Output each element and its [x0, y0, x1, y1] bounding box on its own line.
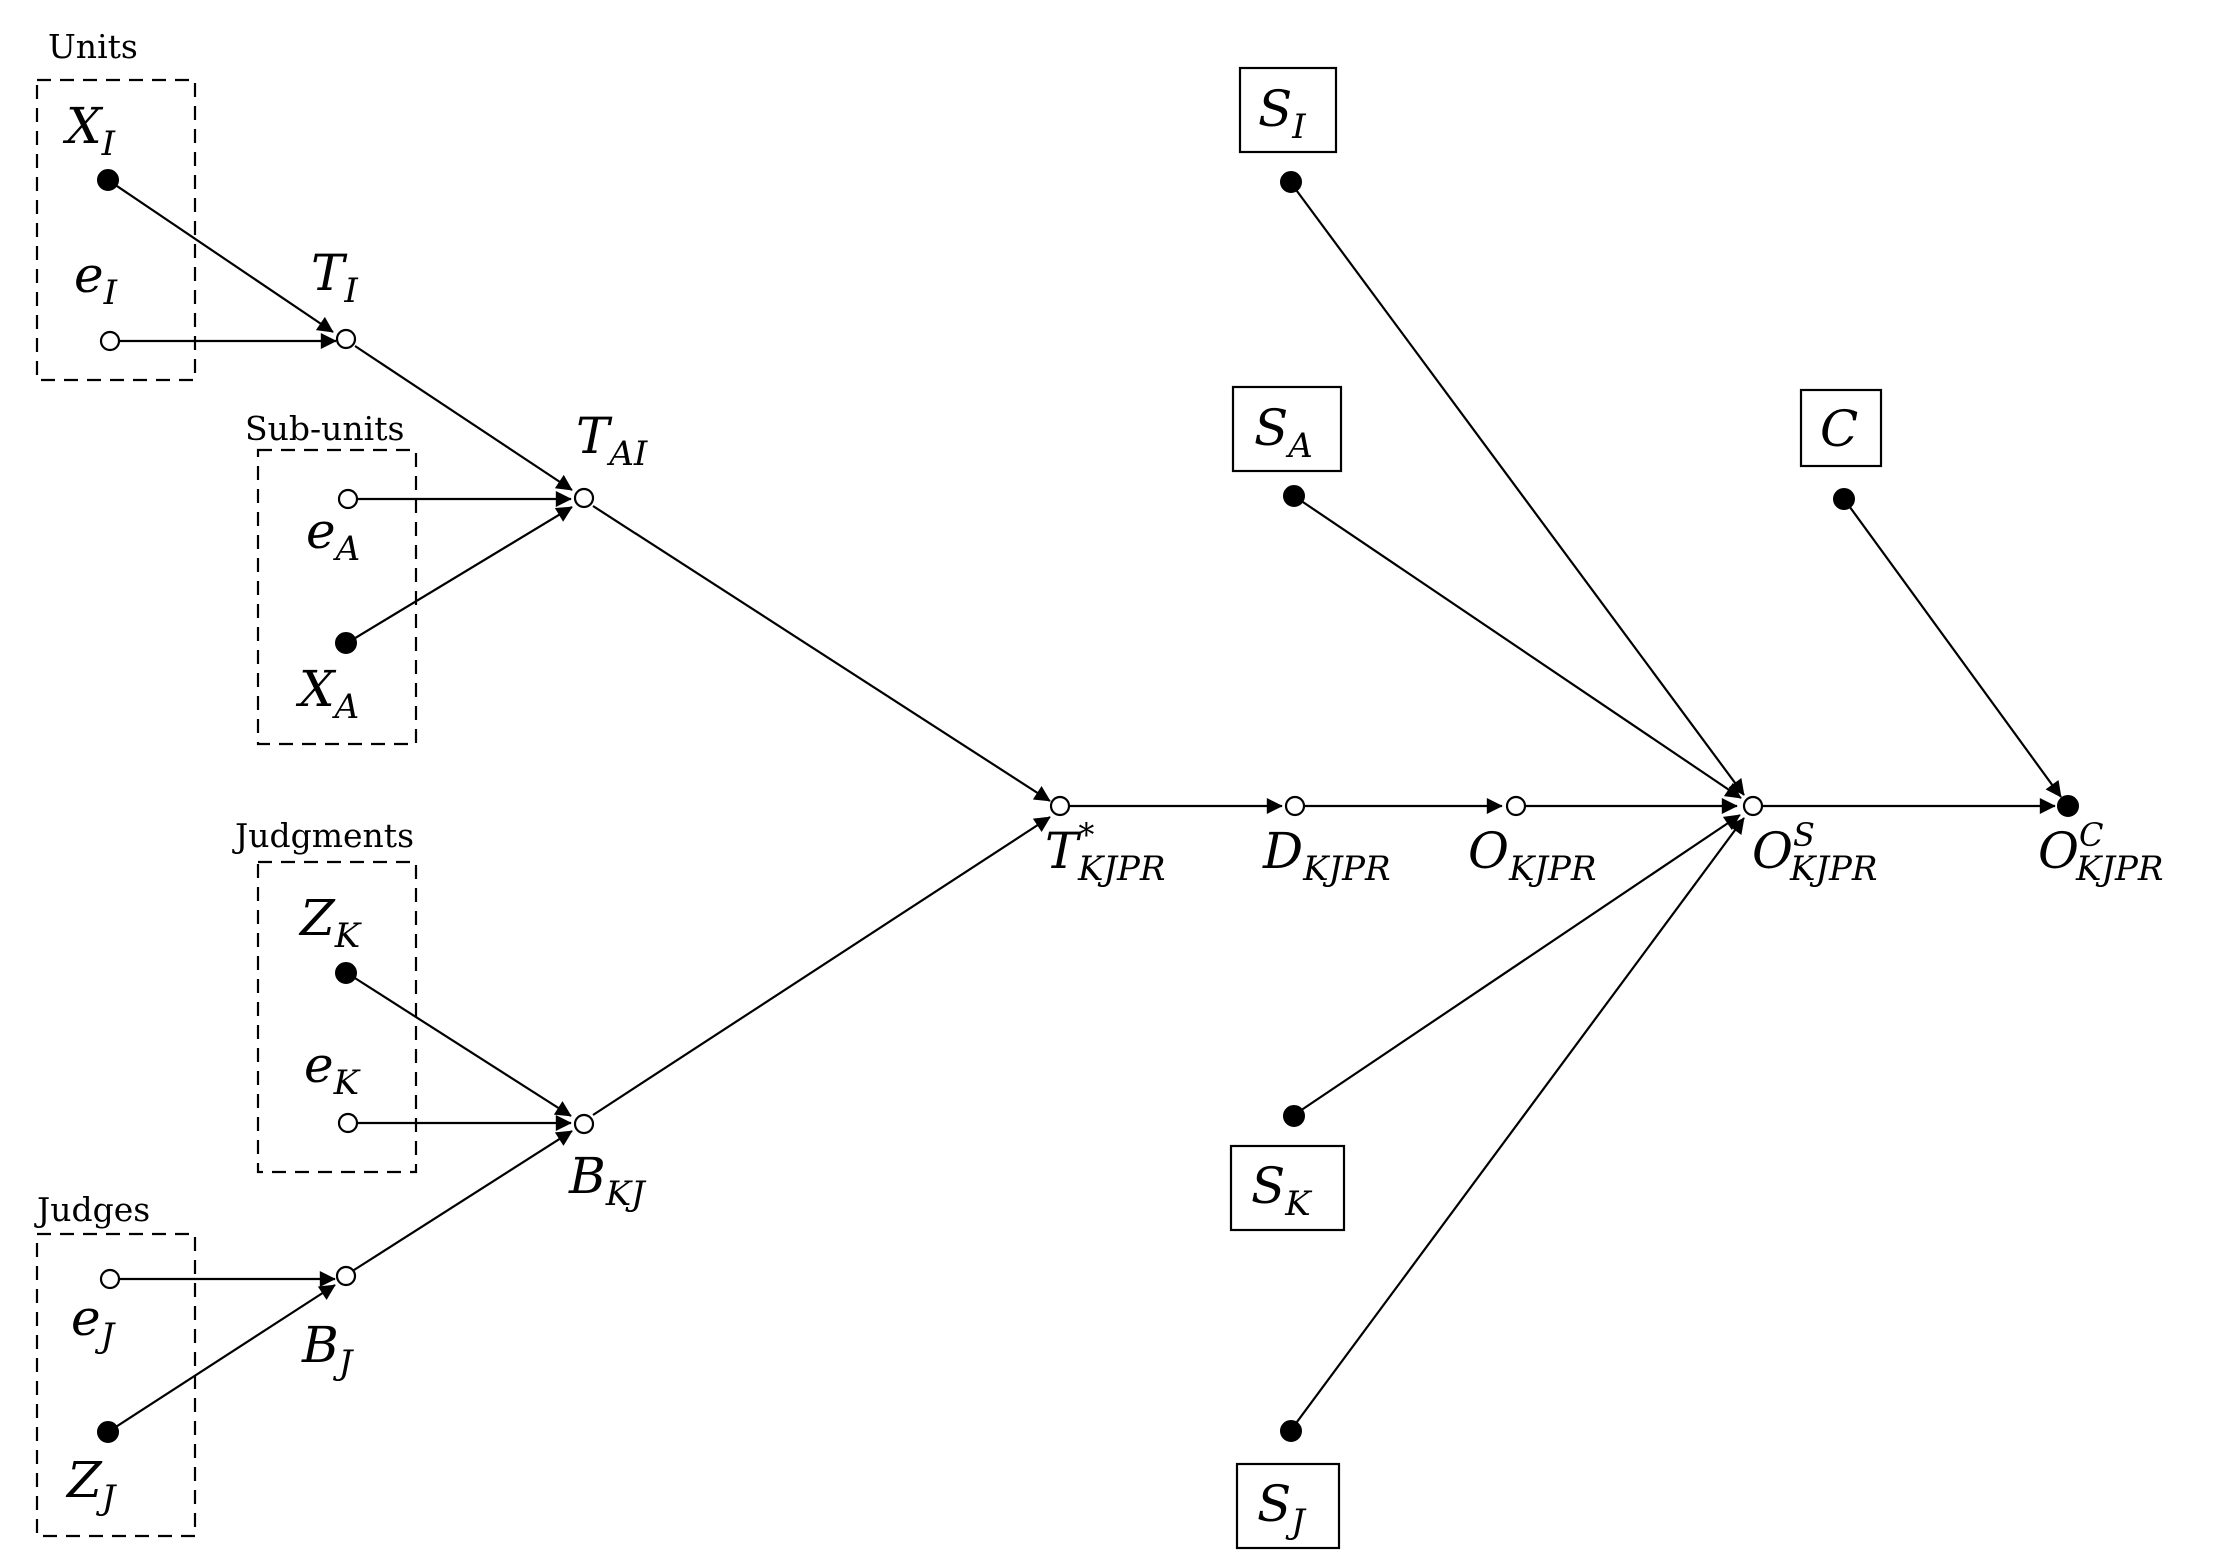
judges-box	[35, 1232, 197, 1538]
node-Tstar	[1049, 795, 1071, 817]
edge-BKJ-Tstar	[592, 816, 1051, 1116]
label-O: OKJPR	[1468, 822, 1597, 889]
node-C	[1833, 488, 1855, 510]
label-BKJ: BKJ	[568, 1147, 647, 1214]
units-box	[35, 78, 197, 382]
edge-XA-TAI	[346, 506, 573, 644]
edges	[107, 179, 2062, 1433]
group-judges: Judges	[34, 1190, 197, 1538]
judges-title: Judges	[34, 1190, 150, 1229]
C-box	[1799, 388, 1883, 468]
nodes	[97, 169, 2079, 1443]
node-eI	[99, 330, 121, 352]
edge-SK-OS	[1293, 814, 1741, 1116]
label-XA: XA	[295, 660, 359, 727]
label-ZJ: ZJ	[65, 1451, 118, 1518]
label-eA: eA	[306, 502, 360, 569]
SA-box	[1231, 385, 1343, 473]
label-eK: eK	[304, 1036, 362, 1103]
label-TI: TI	[311, 244, 358, 311]
group-units: Units	[35, 27, 197, 382]
edge-TAI-Tstar	[592, 505, 1051, 802]
node-TI	[335, 328, 357, 350]
label-Tstar: T* KJPR	[1045, 816, 1166, 889]
label-SJ: SJ	[1257, 1475, 1307, 1542]
node-BKJ	[573, 1113, 595, 1135]
node-SJ	[1280, 1420, 1302, 1442]
node-OC	[2057, 795, 2079, 817]
label-OS: OS KJPR	[1752, 816, 1878, 889]
label-OC: OC KJPR	[2038, 816, 2164, 889]
node-XA	[335, 632, 357, 654]
edge-SJ-OS	[1290, 817, 1745, 1431]
node-O	[1505, 795, 1527, 817]
subunits-box	[256, 448, 418, 746]
node-eA	[337, 488, 359, 510]
node-XI	[97, 169, 119, 191]
label-eJ: eJ	[71, 1289, 117, 1356]
node-ZK	[335, 962, 357, 984]
label-TAI: TAI	[576, 407, 648, 474]
label-XI: XI	[62, 97, 116, 164]
edge-SA-OS	[1293, 495, 1742, 799]
judgments-title: Judgments	[232, 816, 414, 855]
edge-C-OC	[1843, 498, 2062, 798]
node-D	[1284, 795, 1306, 817]
node-eK	[337, 1112, 359, 1134]
labels: XI eI TI TAI eA XA ZK eK BKJ eJ BJ ZJ T*…	[62, 80, 2164, 1542]
label-C: C	[1820, 400, 1858, 458]
node-SA	[1283, 485, 1305, 507]
group-subunits: Sub-units	[245, 409, 418, 746]
SI-box	[1238, 66, 1338, 154]
node-eJ	[99, 1268, 121, 1290]
edge-ZJ-BJ	[107, 1284, 336, 1433]
label-SI: SI	[1258, 80, 1306, 147]
label-BJ: BJ	[301, 1316, 355, 1383]
edge-ZK-BKJ	[346, 972, 572, 1117]
node-BJ	[335, 1265, 357, 1287]
node-OS	[1742, 795, 1764, 817]
label-ZK: ZK	[298, 889, 363, 956]
SK-box	[1229, 1144, 1346, 1232]
label-D: DKJPR	[1262, 822, 1391, 889]
node-SI	[1280, 171, 1302, 193]
subunits-title: Sub-units	[245, 409, 404, 448]
edge-SI-OS	[1290, 182, 1745, 796]
node-SK	[1283, 1105, 1305, 1127]
edge-TI-TAI	[354, 345, 573, 491]
units-title: Units	[48, 27, 138, 66]
node-ZJ	[97, 1421, 119, 1443]
edge-XI-TI	[107, 179, 334, 333]
SJ-box	[1235, 1462, 1341, 1550]
judgments-box	[256, 860, 418, 1174]
label-eI: eI	[74, 246, 118, 313]
edge-BJ-BKJ	[353, 1130, 573, 1271]
group-judgments: Judgments	[232, 816, 418, 1174]
label-SK: SK	[1251, 1157, 1313, 1224]
node-TAI	[573, 487, 595, 509]
label-SA: SA	[1254, 399, 1313, 466]
